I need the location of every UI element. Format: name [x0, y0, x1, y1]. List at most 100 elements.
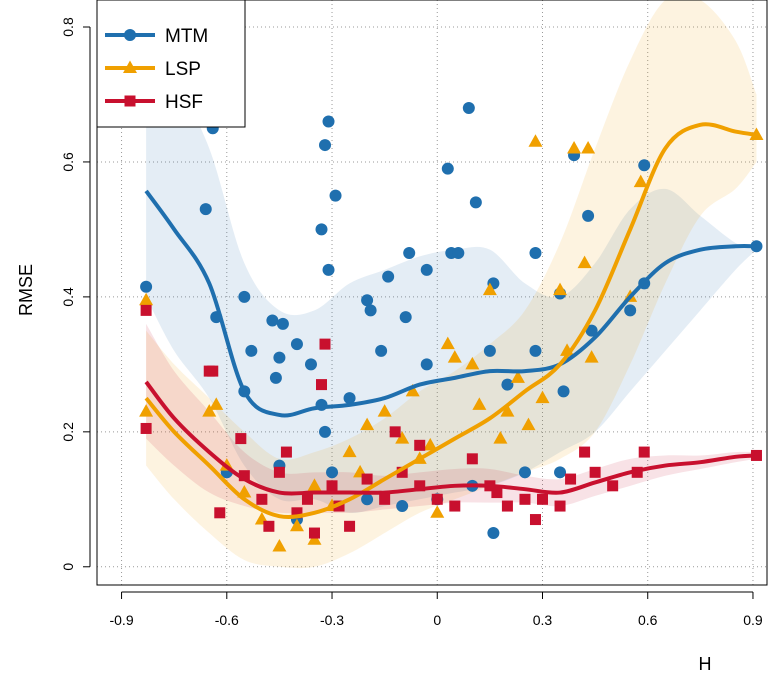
- point: [269, 371, 282, 384]
- point: [536, 493, 548, 505]
- plot-frame: [96, 0, 768, 586]
- point: [319, 425, 332, 438]
- point: [521, 417, 536, 431]
- legend-marker: [124, 95, 136, 107]
- legend-label: HSF: [165, 92, 203, 113]
- point: [447, 350, 462, 363]
- point: [452, 247, 465, 260]
- point: [202, 404, 217, 417]
- confidence-band: [146, 323, 757, 514]
- point: [581, 140, 596, 154]
- point: [291, 507, 303, 519]
- point: [304, 358, 317, 371]
- point: [491, 487, 503, 499]
- x-tick-label: 0: [433, 612, 441, 628]
- point: [501, 500, 513, 512]
- point: [289, 518, 304, 532]
- x-tick-label: 0.6: [638, 612, 658, 628]
- point: [465, 356, 480, 370]
- point: [319, 338, 331, 350]
- point: [529, 344, 542, 357]
- point: [319, 139, 332, 152]
- point: [273, 351, 286, 364]
- y-tick-label: 0.6: [60, 152, 76, 172]
- x-tick-label: 0.3: [533, 612, 553, 628]
- x-tick-label: -0.3: [320, 612, 344, 628]
- point: [420, 263, 433, 276]
- point: [326, 466, 339, 479]
- point: [273, 466, 285, 478]
- x-tick-label: 0.9: [743, 612, 763, 628]
- point: [209, 397, 224, 410]
- point: [399, 311, 412, 324]
- point: [535, 390, 550, 404]
- point: [519, 493, 531, 505]
- point: [582, 209, 595, 222]
- point: [487, 527, 500, 540]
- point: [272, 539, 287, 552]
- point: [344, 520, 356, 532]
- point: [315, 223, 328, 236]
- point: [553, 282, 568, 296]
- point: [423, 437, 438, 451]
- point: [301, 493, 313, 505]
- point: [343, 392, 356, 405]
- point: [263, 520, 275, 532]
- point: [638, 159, 651, 172]
- point: [361, 294, 374, 307]
- confidence-band: [146, 60, 757, 513]
- point: [329, 189, 342, 202]
- point: [361, 493, 374, 506]
- confidence-band: [146, 0, 757, 569]
- point: [238, 470, 250, 482]
- point: [214, 507, 226, 519]
- point: [567, 140, 582, 154]
- x-tick-label: -0.9: [109, 612, 133, 628]
- point: [449, 500, 461, 512]
- point: [624, 304, 637, 317]
- point: [430, 505, 445, 518]
- point: [557, 385, 570, 398]
- point: [307, 478, 322, 491]
- point: [280, 446, 292, 458]
- point: [396, 466, 408, 478]
- point: [462, 101, 475, 114]
- point: [139, 292, 154, 306]
- point: [510, 370, 525, 383]
- legend-label: MTM: [165, 26, 208, 47]
- point: [207, 365, 219, 377]
- point: [342, 444, 357, 458]
- point: [577, 255, 592, 269]
- point: [361, 473, 373, 485]
- legend-box: [96, 0, 246, 128]
- point: [290, 338, 303, 351]
- point: [389, 426, 401, 438]
- point: [441, 162, 454, 175]
- trend-line: [144, 122, 757, 519]
- point: [482, 282, 497, 296]
- point: [633, 174, 648, 188]
- point: [322, 263, 335, 276]
- legend-label: LSP: [165, 59, 201, 80]
- point: [199, 203, 212, 216]
- point: [579, 446, 591, 458]
- point: [139, 404, 154, 417]
- point: [529, 247, 542, 260]
- point: [518, 466, 531, 479]
- point: [322, 115, 335, 128]
- point: [529, 514, 541, 526]
- point: [405, 383, 420, 397]
- point: [316, 379, 328, 391]
- point: [554, 500, 566, 512]
- point: [528, 134, 543, 147]
- legend-marker: [123, 60, 137, 73]
- point: [440, 336, 455, 350]
- point: [377, 404, 392, 417]
- point: [256, 493, 268, 505]
- point: [431, 493, 443, 505]
- point: [469, 196, 482, 209]
- point: [585, 324, 598, 337]
- point: [466, 453, 478, 465]
- y-tick-label: 0.2: [60, 422, 76, 442]
